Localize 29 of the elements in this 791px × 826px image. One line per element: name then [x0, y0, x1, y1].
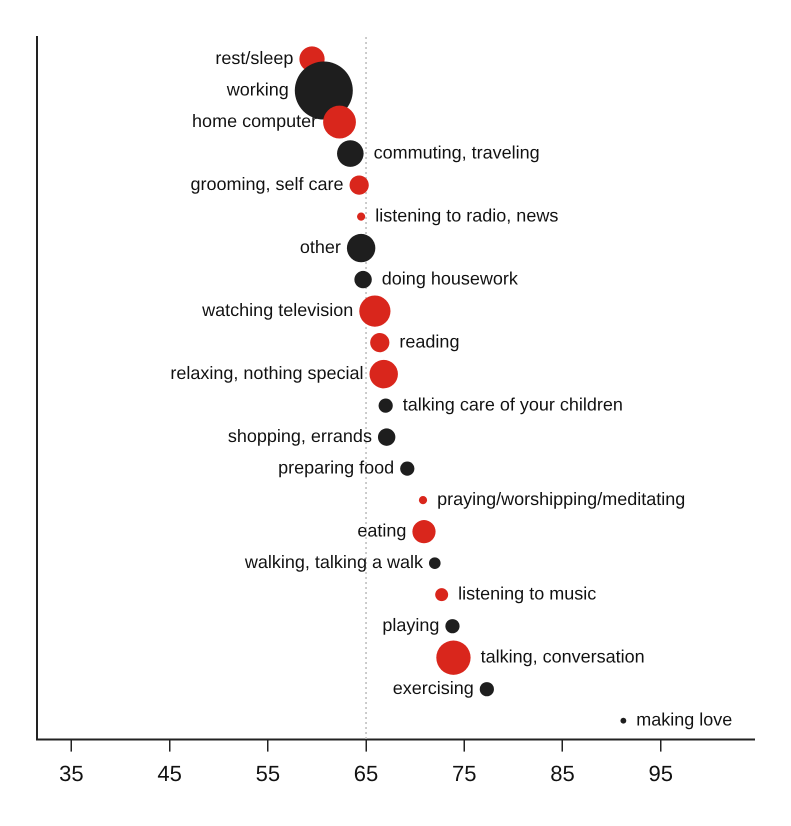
y-tick-label: working: [226, 80, 289, 100]
y-tick-label: other: [300, 237, 341, 258]
y-tick-label: talking, conversation: [480, 646, 645, 667]
y-tick-label: listening to radio, news: [375, 206, 558, 226]
x-tick-label: 75: [452, 760, 476, 786]
y-tick-label: playing: [382, 615, 440, 636]
y-tick-label: making love: [636, 710, 732, 730]
y-tick-label: relaxing, nothing special: [170, 363, 364, 384]
x-tick-label: 35: [59, 760, 84, 786]
x-tick-label: 65: [354, 760, 378, 786]
y-tick-label: listening to music: [458, 584, 596, 604]
y-tick-label: exercising: [392, 678, 474, 698]
y-tick-label: doing housework: [382, 268, 519, 289]
y-tick-label: talking care of your children: [402, 394, 623, 415]
y-tick-label: eating: [357, 520, 406, 541]
x-tick-label: 85: [550, 760, 575, 786]
x-tick-label: 55: [256, 760, 280, 786]
y-tick-label: watching television: [201, 300, 354, 320]
y-tick-label: walking, talking a walk: [244, 552, 424, 572]
y-tick-label: shopping, errands: [228, 426, 372, 446]
x-tick-label: 45: [157, 760, 182, 786]
y-tick-label: reading: [399, 332, 460, 352]
y-tick-label: grooming, self care: [190, 174, 344, 194]
y-tick-label: praying/worshipping/meditating: [437, 489, 686, 510]
y-tick-label: home computer: [192, 111, 318, 132]
y-tick-label: rest/sleep: [215, 48, 294, 68]
x-tick-label: 95: [648, 760, 673, 786]
y-tick-label: commuting, traveling: [374, 142, 540, 163]
y-tick-label: preparing food: [278, 458, 394, 478]
